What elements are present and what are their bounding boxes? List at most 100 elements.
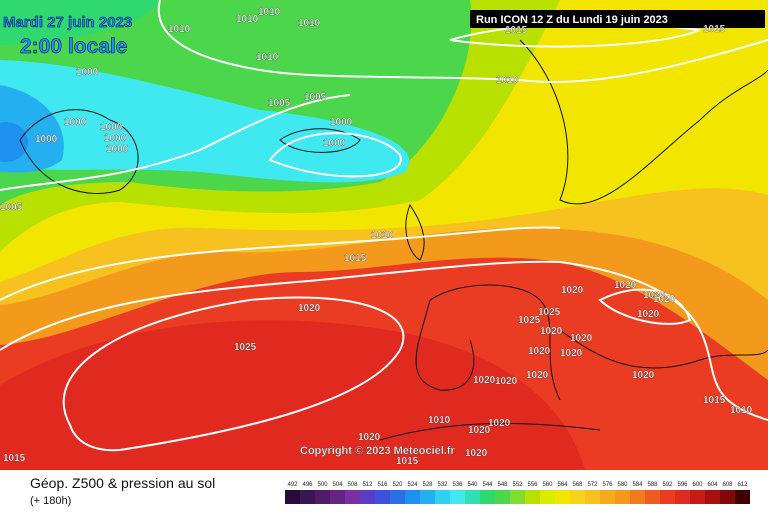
colorbar-label: 544 [482, 482, 493, 488]
colorbar-label: 504 [332, 482, 343, 488]
colorbar-box [735, 490, 750, 504]
time: 2:00 locale [20, 35, 127, 58]
run-label: Run ICON 12 Z du Lundi 19 juin 2023 [476, 14, 668, 26]
colorbar-label: 596 [677, 482, 688, 488]
isobar-label: 1005 [268, 98, 291, 109]
isobar-label: 1020 [643, 290, 666, 301]
isobar-label: 1015 [396, 456, 419, 467]
colorbar-box [600, 490, 615, 504]
isobars [0, 0, 768, 452]
band [0, 0, 160, 45]
colorbar-label: 588 [647, 482, 658, 488]
colorbar-label: 568 [572, 482, 583, 488]
colorbar-box [300, 490, 315, 504]
colorbar-box [630, 490, 645, 504]
colorbar-label: 524 [407, 482, 418, 488]
isobar-label: 1010 [428, 415, 451, 426]
colorbar-box [720, 490, 735, 504]
isobar-label: 1020 [495, 376, 518, 387]
band [0, 60, 410, 183]
copyright: Copyright © 2023 Meteociel.fr [300, 445, 456, 457]
isobar-label: 1015 [3, 453, 26, 464]
colorbar-box [645, 490, 660, 504]
colorbar-box [480, 490, 495, 504]
isobar-label: 1020 [526, 370, 549, 381]
colorbar-box [405, 490, 420, 504]
colorbar-box [585, 490, 600, 504]
isobar-label: 1025 [234, 342, 257, 353]
colorbar-label: 516 [377, 482, 388, 488]
colorbar-box [375, 490, 390, 504]
colorbar-label: 512 [362, 482, 373, 488]
colorbar-label: 540 [467, 482, 478, 488]
colorbar-box [540, 490, 555, 504]
colorbar-label: 520 [392, 482, 403, 488]
colorbar-label: 564 [557, 482, 568, 488]
isobar-label: 1015 [703, 24, 726, 35]
colorbar-label: 608 [722, 482, 733, 488]
isobar-label: 1010 [236, 14, 259, 25]
coastlines [19, 39, 768, 441]
colorbar-label: 612 [737, 482, 748, 488]
colorbar-box [690, 490, 705, 504]
isobar-label: 1010 [168, 24, 191, 35]
isobar-label: 1020 [561, 285, 584, 296]
isobar-label: 1000 [76, 67, 99, 78]
isobar-label: 1010 [256, 52, 279, 63]
colorbar-label: 508 [347, 482, 358, 488]
isobar-label: 1005 [0, 202, 23, 213]
isobar-label: 1020 [637, 309, 660, 320]
isobar-label: 1020 [632, 370, 655, 381]
isobar-label: 1000 [64, 117, 87, 128]
isobar-label: 1005 [304, 92, 327, 103]
colorbar-box [570, 490, 585, 504]
colorbar-box [525, 490, 540, 504]
footer-title: Géop. Z500 & pression au sol [30, 475, 215, 491]
colorbar-label: 528 [422, 482, 433, 488]
colorbar-label: 592 [662, 482, 673, 488]
isobar-label: 1020 [614, 280, 637, 291]
isobar-label: 1020 [468, 425, 491, 436]
colorbar-box [495, 490, 510, 504]
colorbar-label: 584 [632, 482, 643, 488]
colorbar-box [555, 490, 570, 504]
colorbar-label: 500 [317, 482, 328, 488]
isobar-label: 1020 [298, 303, 321, 314]
colorbar-box [420, 490, 435, 504]
colorbar-box [285, 490, 300, 504]
isobar-label: 1015 [703, 395, 726, 406]
isobar-label: 1000 [330, 117, 353, 128]
colorbar-box [615, 490, 630, 504]
isobar-label: 1010 [496, 75, 519, 86]
isobar-label: 1010 [730, 405, 753, 416]
isobar-label: 1020 [560, 348, 583, 359]
colorbar-label: 552 [512, 482, 523, 488]
colorbar-box [510, 490, 525, 504]
isobar-label: 1020 [653, 294, 676, 305]
band [0, 320, 585, 470]
isobar-label: 1025 [518, 315, 541, 326]
colorbar-box [315, 490, 330, 504]
isobar-label: 1000 [100, 122, 123, 133]
isobar-label: 1020 [488, 418, 511, 429]
colorbar-label: 496 [302, 482, 313, 488]
colorbar-label: 572 [587, 482, 598, 488]
isobar-label: 1020 [540, 326, 563, 337]
colorbar-label: 536 [452, 482, 463, 488]
isobar-label: 1000 [35, 134, 58, 145]
colorbar-box [705, 490, 720, 504]
date: Mardi 27 juin 2023 [3, 14, 132, 31]
isobar-label: 1020 [358, 432, 381, 443]
colorbar-label: 600 [692, 482, 703, 488]
run-box [470, 10, 765, 28]
colorbar-label: 576 [602, 482, 613, 488]
colorbar-box [675, 490, 690, 504]
colorbar-box [450, 490, 465, 504]
colorbar-box [660, 490, 675, 504]
colorbar-label: 492 [287, 482, 298, 488]
isobar-label: 1010 [258, 7, 281, 18]
colorbar-box [345, 490, 360, 504]
isobar-label: 1010 [298, 18, 321, 29]
